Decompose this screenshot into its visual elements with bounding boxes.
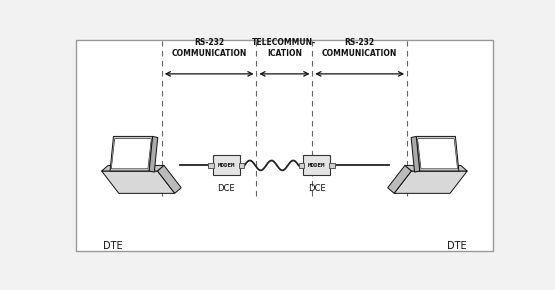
Text: RS-232
COMMUNICATION: RS-232 COMMUNICATION [171,38,247,58]
FancyBboxPatch shape [213,155,240,175]
Bar [239,162,244,168]
Polygon shape [416,136,459,171]
Text: DCE: DCE [308,184,326,193]
Polygon shape [411,136,420,172]
Text: MODEM: MODEM [308,163,325,168]
Bar [329,162,335,168]
Text: RS-232
COMMUNICATION: RS-232 COMMUNICATION [322,38,397,58]
Bar [299,162,304,168]
Polygon shape [110,136,153,171]
Text: MODEM: MODEM [218,163,235,168]
Polygon shape [149,136,158,172]
Text: DTE: DTE [447,241,466,251]
Polygon shape [405,165,467,171]
Polygon shape [387,165,411,193]
Polygon shape [102,171,175,193]
Polygon shape [158,165,181,193]
Bar [208,162,214,168]
Polygon shape [102,165,164,171]
Polygon shape [112,139,152,169]
Polygon shape [394,171,467,193]
Polygon shape [417,139,457,169]
Text: TELECOMMUN-
ICATION: TELECOMMUN- ICATION [253,38,316,58]
Text: DCE: DCE [218,184,235,193]
FancyBboxPatch shape [304,155,330,175]
Text: DTE: DTE [103,241,122,251]
